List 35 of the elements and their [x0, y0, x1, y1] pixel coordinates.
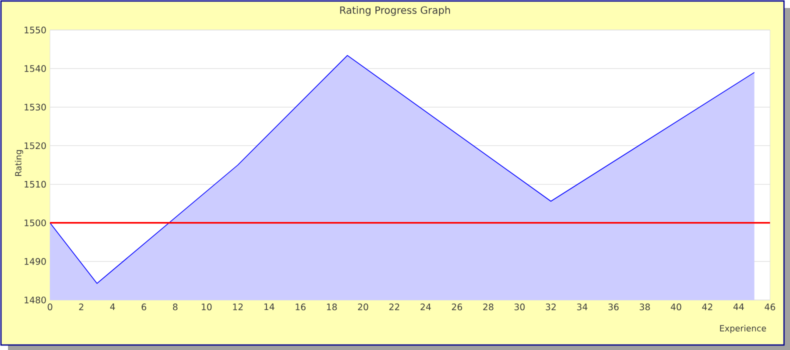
y-tick-label: 1550 [24, 26, 46, 34]
x-tick-label: 30 [514, 304, 525, 310]
y-tick-label: 1530 [24, 104, 46, 111]
x-tick-label: 26 [452, 304, 462, 310]
y-tick-label: 1510 [24, 180, 46, 188]
x-tick-label: 18 [327, 304, 337, 310]
x-tick-label: 12 [233, 304, 243, 310]
y-tick-label: 1540 [24, 65, 46, 72]
x-tick-label: 16 [296, 304, 306, 310]
x-tick-label: 8 [172, 304, 178, 310]
x-tick-label: 24 [420, 304, 431, 310]
y-axis-title: Rating [14, 150, 24, 176]
x-tick-label: 42 [702, 304, 712, 310]
chart-title: Rating Progress Graph [340, 6, 450, 16]
x-tick-label: 14 [264, 304, 274, 310]
y-tick-label: 1500 [24, 219, 46, 226]
x-tick-label: 46 [764, 304, 776, 310]
y-tick-label: 1490 [24, 258, 46, 265]
x-tick-label: 6 [142, 304, 146, 310]
x-tick-label: 4 [110, 304, 115, 310]
x-tick-label: 20 [358, 304, 368, 310]
x-tick-label: 40 [670, 304, 682, 310]
x-tick-label: 32 [546, 304, 556, 310]
x-tick-label: 0 [48, 304, 52, 310]
x-tick-label: 34 [577, 304, 588, 310]
x-tick-label: 22 [389, 304, 400, 310]
y-tick-label: 1520 [24, 142, 46, 150]
x-tick-label: 2 [79, 304, 84, 310]
x-axis-title: Experience [720, 324, 766, 334]
x-tick-label: 36 [608, 304, 619, 310]
y-tick-label: 1480 [24, 296, 46, 304]
x-tick-label: 10 [202, 304, 212, 310]
x-tick-label: 28 [483, 304, 494, 310]
x-tick-label: 44 [733, 304, 744, 310]
x-tick-label: 38 [640, 304, 650, 310]
